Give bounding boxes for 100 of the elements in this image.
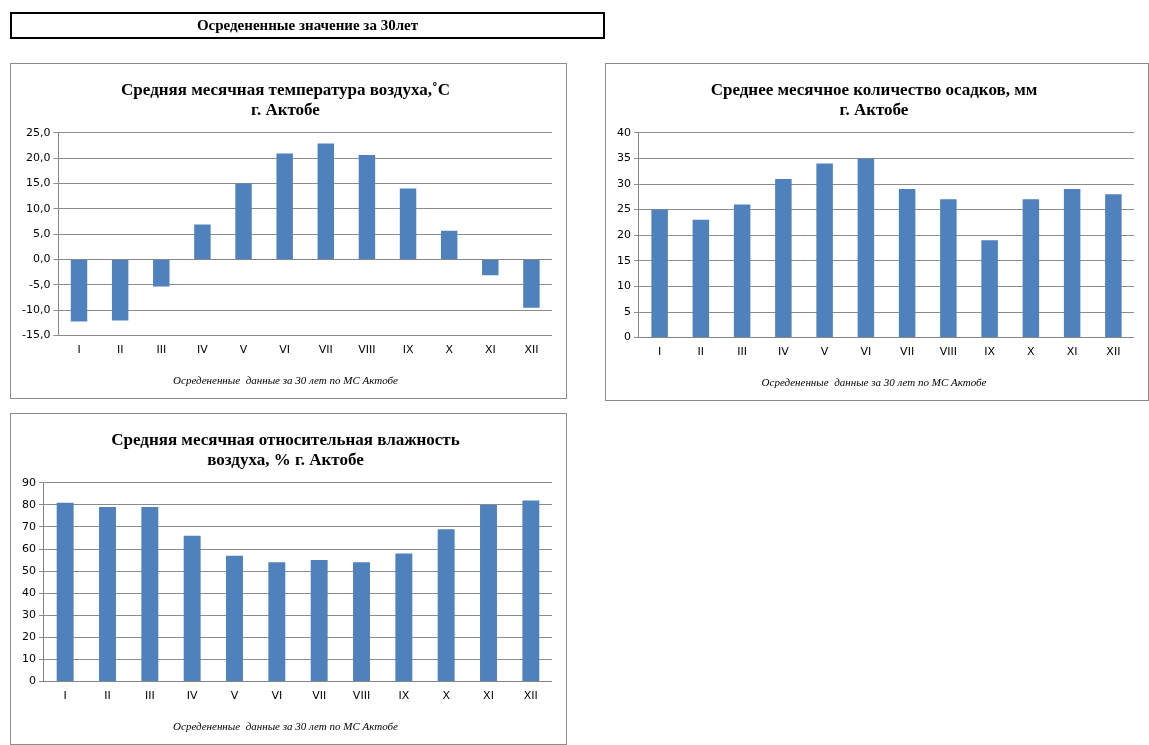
x-tick-label: IV <box>186 689 199 703</box>
bar <box>153 260 170 287</box>
y-tick-label: 50 <box>22 564 36 578</box>
x-tick-label: V <box>820 345 829 359</box>
x-tick-label: III <box>156 343 167 357</box>
bar <box>99 507 116 682</box>
chart-title: Средняя месячная температура воздуха,˚С г. Актобе <box>121 79 450 119</box>
x-tick-label: I <box>658 345 662 359</box>
bar <box>317 143 335 260</box>
bar <box>1022 199 1040 338</box>
x-tick-label: VIII <box>352 689 371 703</box>
x-tick-label: II <box>116 343 124 357</box>
bar <box>111 260 129 321</box>
x-tick-label: XI <box>1066 345 1078 359</box>
text: Осредененные данные за 30 лет по МС Актобе <box>173 720 399 733</box>
x-tick-label: IV <box>197 343 209 357</box>
bar <box>235 183 252 260</box>
y-tick-label: 80 <box>22 497 36 511</box>
y-tick-label: 20 <box>22 630 36 644</box>
y-tick-label: 0 <box>29 674 36 688</box>
y-tick-label: 40 <box>617 125 631 139</box>
x-tick-label: XI <box>483 689 494 703</box>
y-tick-label: 10 <box>22 652 36 666</box>
text: Осредененные значение за 30лет <box>10 12 605 39</box>
bar <box>399 188 417 260</box>
x-tick-label: VI <box>271 689 283 703</box>
bar <box>523 260 540 308</box>
x-tick-label: III <box>144 689 155 703</box>
x-tick-label: V <box>230 689 239 703</box>
bar <box>353 562 370 682</box>
x-tick-label: VII <box>318 343 333 357</box>
y-tick-label: 25,0 <box>25 125 51 139</box>
y-tick-label: 0,0 <box>32 252 51 266</box>
bar <box>898 189 916 338</box>
y-tick-label: 10,0 <box>25 201 51 215</box>
bar <box>733 204 751 338</box>
x-tick-label: VIII <box>939 345 958 359</box>
bar <box>857 158 875 338</box>
bar <box>310 560 328 682</box>
x-tick-label: XII <box>1106 345 1121 359</box>
y-tick-label: -5,0 <box>28 277 51 291</box>
y-tick-label: -10,0 <box>21 303 51 317</box>
bar <box>70 260 88 322</box>
x-tick-label: VI <box>279 343 291 357</box>
bar <box>56 502 74 682</box>
y-tick-label: 15,0 <box>25 176 51 190</box>
text: Осредененные данные за 30 лет по МС Актобе <box>173 374 399 387</box>
bar <box>482 260 499 276</box>
y-tick-label: -15,0 <box>21 328 51 342</box>
x-tick-label: VII <box>312 689 327 703</box>
y-tick-label: 25 <box>617 202 631 216</box>
x-tick-label: II <box>104 689 111 703</box>
y-tick-label: 20,0 <box>25 151 51 165</box>
y-tick-label: 0 <box>624 330 631 344</box>
y-tick-label: 30 <box>22 608 36 622</box>
y-tick-label: 35 <box>617 151 631 165</box>
chart-title: Средняя месячная относительная влажность воздуха, % г. Актобе <box>111 429 460 469</box>
x-tick-label: VI <box>860 345 872 359</box>
x-tick-label: I <box>77 343 81 357</box>
x-tick-label: V <box>239 343 248 357</box>
bar <box>395 553 413 682</box>
x-tick-label: IV <box>777 345 790 359</box>
bar <box>268 562 286 682</box>
bar <box>480 504 497 682</box>
bar <box>1063 189 1081 338</box>
bar <box>1105 194 1122 338</box>
chart-title: Среднее месячное количество осадков, мм г. Актобе <box>710 79 1038 119</box>
y-tick-label: 70 <box>22 519 36 533</box>
bar <box>194 224 211 260</box>
y-tick-label: 90 <box>22 475 36 489</box>
x-tick-label: IX <box>402 343 414 357</box>
bar <box>522 500 540 682</box>
bar <box>226 555 243 682</box>
x-tick-label: IX <box>398 689 410 703</box>
y-tick-label: 10 <box>617 279 631 293</box>
x-tick-label: I <box>63 689 67 703</box>
bar <box>775 178 792 338</box>
bar <box>437 529 455 682</box>
y-tick-label: 15 <box>617 253 631 267</box>
x-tick-label: XI <box>484 343 496 357</box>
y-tick-label: 30 <box>617 176 631 190</box>
bar <box>276 153 293 260</box>
bar <box>692 219 710 338</box>
bar <box>440 230 458 260</box>
bar <box>940 199 957 338</box>
y-tick-label: 5,0 <box>32 227 51 241</box>
y-tick-label: 5 <box>624 304 631 318</box>
y-tick-label: 60 <box>22 541 36 555</box>
x-tick-label: VII <box>900 345 915 359</box>
y-tick-label: 40 <box>22 586 36 600</box>
x-tick-label: IX <box>984 345 996 359</box>
x-tick-label: X <box>442 689 451 703</box>
x-tick-label: XII <box>524 343 539 357</box>
bar <box>358 155 376 260</box>
x-tick-label: VIII <box>358 343 376 357</box>
bar <box>651 209 668 338</box>
text: Осредененные данные за 30 лет по МС Актобе <box>761 376 987 389</box>
x-tick-label: III <box>737 345 747 359</box>
bar <box>816 163 833 338</box>
bar <box>981 240 998 338</box>
